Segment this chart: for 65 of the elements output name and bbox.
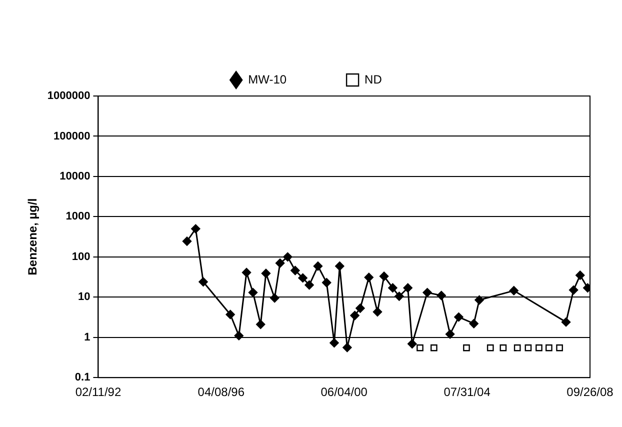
y-tick-label: 100000: [54, 130, 90, 142]
legend-label: MW-10: [248, 72, 287, 86]
point: [379, 272, 389, 281]
y-tick-label: 1000: [66, 210, 90, 223]
point: [556, 344, 563, 352]
point: [454, 312, 464, 322]
point: [474, 295, 484, 305]
point: [430, 344, 438, 352]
point: [514, 344, 521, 352]
point: [322, 278, 332, 288]
y-tick-label: 0.1: [74, 372, 90, 384]
legend-label: ND: [364, 72, 382, 86]
point: [576, 270, 585, 280]
point: [356, 304, 365, 313]
point: [330, 338, 339, 348]
point: [561, 317, 571, 327]
point: [275, 258, 285, 268]
point: [198, 277, 208, 286]
point: [256, 320, 266, 330]
x-tick-label: 09/26/08: [566, 385, 614, 400]
x-tick-label: 04/08/96: [198, 385, 245, 400]
point: [469, 318, 478, 328]
point: [242, 268, 252, 278]
point: [372, 307, 382, 316]
point: [536, 344, 542, 352]
point: [509, 286, 518, 296]
y-tick-label: 1: [84, 331, 90, 344]
x-tick-label: 02/11/92: [75, 385, 122, 400]
point: [182, 236, 192, 246]
point: [335, 262, 344, 271]
point: [313, 262, 323, 271]
point: [500, 344, 507, 352]
point: [234, 331, 244, 340]
x-tick-label: 07/31/04: [444, 385, 491, 400]
point: [290, 266, 300, 276]
point: [283, 252, 292, 262]
point: [422, 288, 432, 298]
point: [394, 292, 404, 301]
y-tick-label: 100: [72, 250, 90, 263]
point: [191, 224, 200, 234]
point: [270, 293, 280, 303]
point: [350, 310, 360, 320]
point: [416, 344, 424, 352]
point: [524, 344, 532, 352]
point: [388, 283, 398, 292]
y-tick-label: 1000000: [47, 90, 90, 102]
point: [248, 288, 258, 298]
y-axis-title: Benzene, µg/l: [26, 198, 40, 276]
point: [408, 339, 417, 348]
point: [546, 344, 552, 352]
point: [342, 342, 352, 352]
point: [304, 280, 314, 290]
x-tick-label: 06/04/00: [320, 385, 368, 400]
y-tick-label: 10000: [60, 170, 90, 182]
point: [445, 330, 455, 339]
point: [226, 310, 235, 320]
point: [568, 285, 578, 295]
point: [403, 283, 412, 292]
point: [436, 290, 446, 300]
point: [364, 272, 374, 282]
point: [261, 268, 271, 278]
point: [298, 273, 308, 283]
point: [486, 344, 494, 352]
point: [463, 344, 470, 352]
y-tick-label: 10: [78, 291, 90, 304]
